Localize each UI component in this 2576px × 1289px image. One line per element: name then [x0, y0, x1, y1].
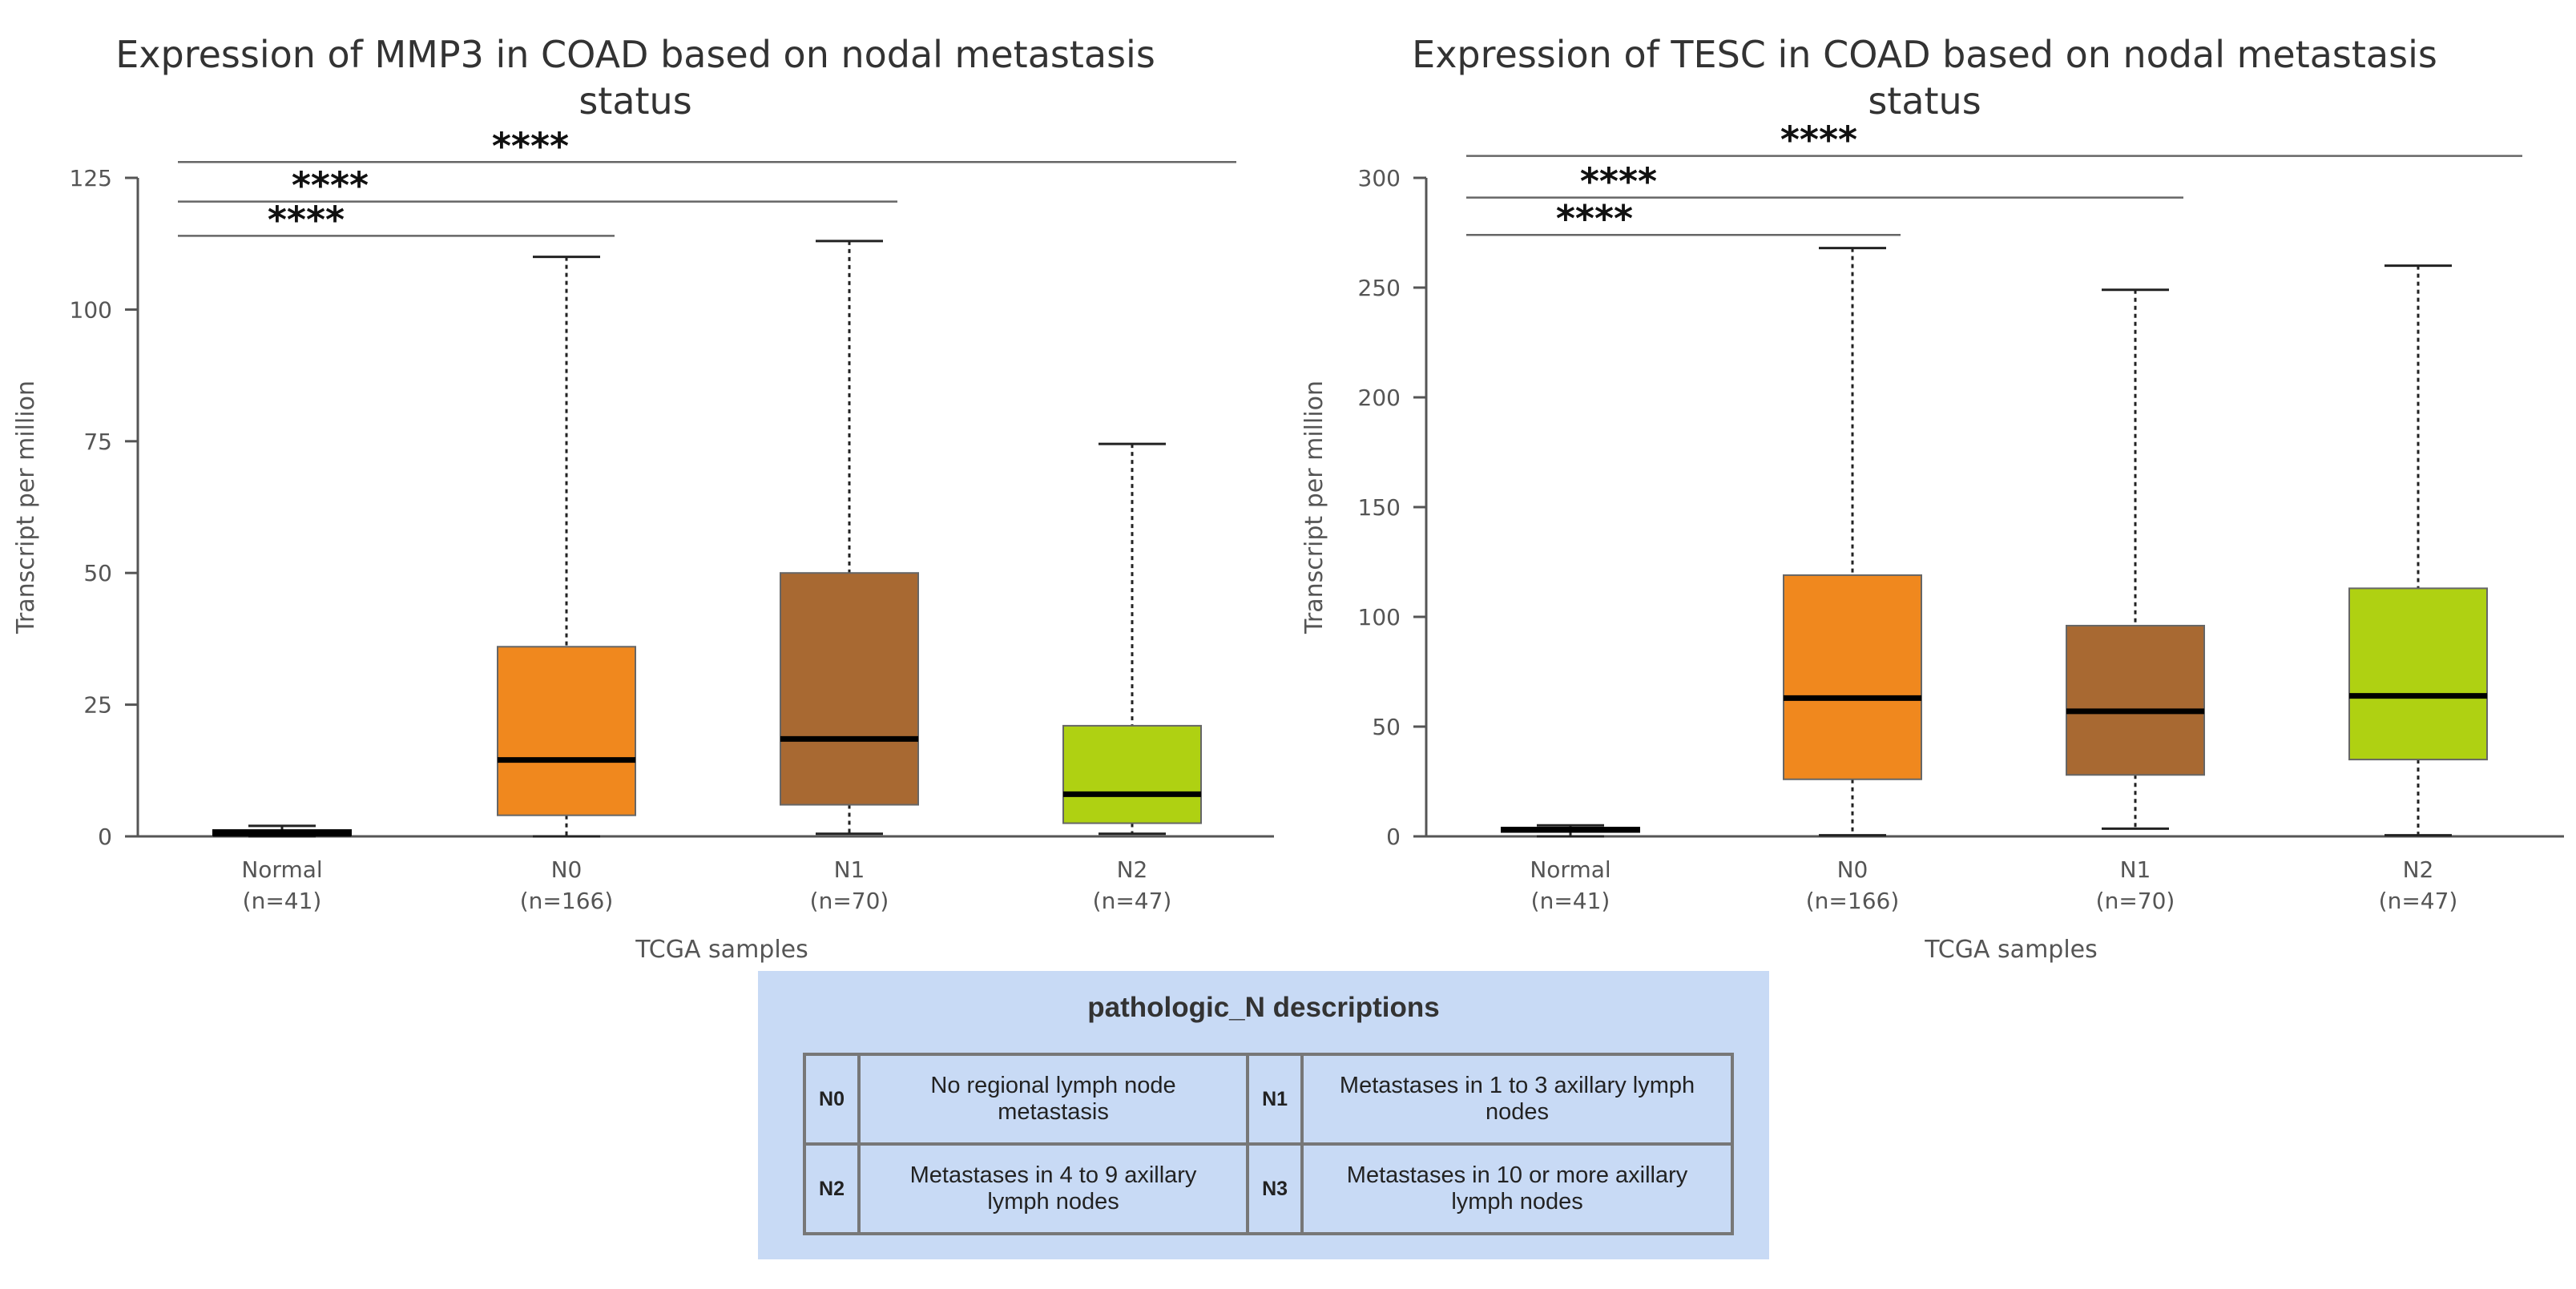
x-tick-label: N1 — [834, 856, 865, 883]
box-iqr — [780, 572, 919, 806]
legend-code-n3: N3 — [1246, 1142, 1304, 1235]
x-tick-sample-size: (n=47) — [2379, 888, 2458, 914]
legend-desc-n3: Metastases in 10 or more axillary lymph … — [1300, 1142, 1734, 1235]
y-tick-label: 0 — [1386, 824, 1401, 850]
significance-label: **** — [292, 164, 369, 207]
x-axis-label: TCGA samples — [635, 936, 808, 964]
y-tick-label: 75 — [83, 429, 112, 455]
legend-desc-n0: No regional lymph node metastasis — [857, 1053, 1250, 1146]
legend-code-n0: N0 — [803, 1053, 861, 1146]
y-tick-label: 300 — [1358, 165, 1401, 191]
legend-code-n1: N1 — [1246, 1053, 1304, 1146]
y-tick-label: 100 — [1358, 604, 1401, 630]
x-tick-sample-size: (n=47) — [1093, 888, 1172, 914]
y-tick-label: 0 — [98, 824, 112, 850]
legend-table: N0 No regional lymph node metastasis N1 … — [803, 1053, 1734, 1235]
y-tick-label: 25 — [83, 692, 112, 719]
legend-desc-n1: Metastases in 1 to 3 axillary lymph node… — [1300, 1053, 1734, 1146]
box-iqr — [1783, 574, 1922, 780]
x-tick-label: N2 — [1117, 856, 1148, 883]
x-tick-label: Normal — [1530, 856, 1611, 883]
box-iqr — [2348, 587, 2488, 761]
x-tick-label: N1 — [2120, 856, 2151, 883]
y-tick-label: 50 — [1372, 714, 1401, 740]
significance-label: **** — [1780, 119, 1857, 162]
significance-label: **** — [1580, 160, 1657, 203]
legend-desc-n2: Metastases in 4 to 9 axillary lymph node… — [857, 1142, 1250, 1235]
x-axis-label: TCGA samples — [1924, 936, 2098, 964]
x-tick-sample-size: (n=70) — [810, 888, 889, 914]
box-iqr — [497, 646, 636, 816]
box-iqr — [2066, 624, 2205, 776]
y-tick-label: 100 — [70, 296, 112, 323]
y-tick-label: 200 — [1358, 385, 1401, 411]
x-tick-sample-size: (n=41) — [243, 888, 322, 914]
x-tick-sample-size: (n=166) — [520, 888, 614, 914]
box-iqr — [1062, 724, 1202, 824]
x-tick-sample-size: (n=41) — [1531, 888, 1611, 914]
x-tick-label: N2 — [2403, 856, 2434, 883]
tesc-boxplot: Expression of TESC in COAD based on noda… — [1300, 33, 2564, 964]
pathologic-n-legend: pathologic_N descriptions N0 No regional… — [758, 971, 1769, 1259]
y-tick-label: 250 — [1358, 275, 1401, 301]
mmp3-boxplot: Expression of MMP3 in COAD based on noda… — [12, 33, 1274, 964]
chart-title-line: status — [1868, 79, 1981, 123]
legend-row: N0 No regional lymph node metastasis N1 … — [803, 1053, 1734, 1146]
chart-title-line: Expression of TESC in COAD based on noda… — [1412, 33, 2437, 76]
x-tick-label: N0 — [551, 856, 583, 883]
y-axis-label: Transcript per million — [12, 381, 40, 634]
y-tick-label: 50 — [83, 560, 112, 586]
legend-title: pathologic_N descriptions — [1087, 992, 1440, 1023]
legend-code-n2: N2 — [803, 1142, 861, 1235]
x-tick-sample-size: (n=70) — [2096, 888, 2175, 914]
y-axis-label: Transcript per million — [1300, 381, 1328, 634]
y-tick-label: 125 — [70, 165, 112, 191]
x-tick-sample-size: (n=166) — [1806, 888, 1900, 914]
x-tick-label: Normal — [241, 856, 322, 883]
chart-title-line: Expression of MMP3 in COAD based on noda… — [115, 33, 1155, 76]
chart-title-line: status — [578, 79, 691, 123]
x-tick-label: N0 — [1837, 856, 1869, 883]
legend-row: N2 Metastases in 4 to 9 axillary lymph n… — [803, 1142, 1734, 1235]
y-tick-label: 150 — [1358, 494, 1401, 521]
significance-label: **** — [492, 124, 569, 167]
significance-label: **** — [268, 198, 345, 241]
significance-label: **** — [1556, 197, 1633, 240]
